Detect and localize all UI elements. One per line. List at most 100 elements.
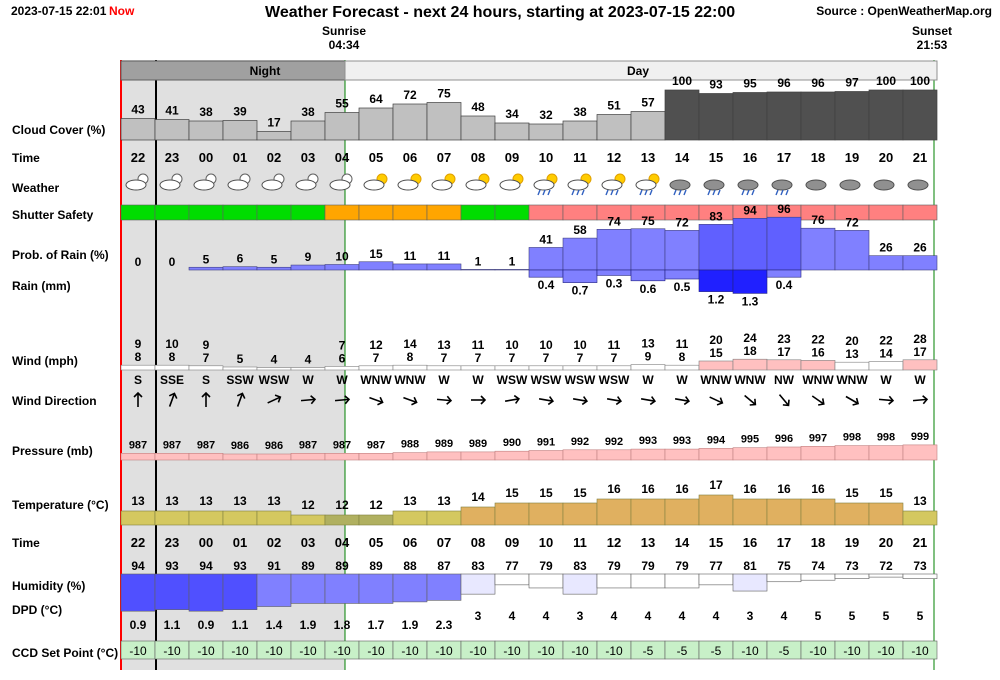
- arrow-shaft-shape: [606, 397, 622, 403]
- humidity-bar: [664, 573, 700, 589]
- arrow-shaft-shape: [912, 398, 928, 402]
- temperature-value: 12: [369, 498, 383, 512]
- time-label: 06: [403, 150, 417, 165]
- dpd-value: 5: [849, 609, 856, 623]
- temperature-value: 15: [539, 486, 553, 500]
- humidity-bar: [426, 573, 462, 601]
- shutter-cell: [528, 204, 564, 221]
- cloud-bar: [256, 131, 292, 141]
- light-rain-sun-icon: [533, 173, 558, 196]
- rain-drop-shape: [751, 189, 755, 196]
- ccd-value: -10: [367, 644, 385, 658]
- temperature-bar: [834, 502, 870, 526]
- cloud-bar: [766, 91, 802, 141]
- arrow-head-shape: [683, 396, 691, 406]
- light-rain-sun-icon: [601, 173, 626, 196]
- rain-cloud-icon: [669, 179, 691, 196]
- wind-bar: [902, 359, 938, 371]
- ccd-value: -10: [333, 644, 351, 658]
- temperature-bar: [664, 498, 700, 526]
- shutter-cell: [562, 204, 598, 221]
- row-label-shutter: Shutter Safety: [12, 208, 94, 222]
- pressure-value: 996: [775, 433, 793, 445]
- dpd-value: 1.8: [334, 618, 351, 632]
- wind-speed-value: 8: [679, 350, 686, 364]
- humidity-bar: [222, 573, 258, 610]
- rain-drop-shape: [741, 189, 745, 196]
- ccd-value: -10: [129, 644, 147, 658]
- wind-speed-value: 4: [271, 353, 278, 367]
- rain-drop-shape: [673, 189, 677, 196]
- arrow-head-shape: [888, 395, 895, 405]
- pressure-value: 989: [469, 438, 487, 450]
- humidity-value: 77: [709, 559, 723, 573]
- wind-arrow-icon: [403, 396, 418, 406]
- wind-speed-value: 18: [743, 344, 757, 358]
- rain-prob-bar: [290, 264, 326, 271]
- sunrise-label: Sunrise: [322, 24, 366, 38]
- temperature-bar: [630, 498, 666, 526]
- temperature-value: 13: [131, 494, 145, 508]
- rain-mm-value: 0.4: [776, 278, 793, 292]
- wind-dir-label: WSW: [599, 373, 630, 387]
- temperature-bar: [460, 506, 496, 526]
- wind-gust-value: 10: [539, 338, 553, 352]
- dpd-value: 5: [917, 609, 924, 623]
- cloud-shape: [805, 179, 827, 191]
- chart-title: Weather Forecast - next 24 hours, starti…: [265, 4, 736, 21]
- wind-arrow-icon: [606, 396, 623, 406]
- arrow-head-shape: [852, 397, 860, 406]
- cloud-value: 43: [131, 103, 145, 117]
- temperature-bar: [392, 510, 428, 526]
- cloud-bar: [188, 120, 224, 141]
- partly-cloudy-night-icon: [329, 173, 353, 191]
- rain-drop-shape: [746, 189, 750, 196]
- ccd-value: -10: [299, 644, 317, 658]
- shutter-cell: [256, 204, 292, 221]
- time-label-bottom: 17: [777, 535, 791, 550]
- wind-speed-value: 8: [135, 350, 142, 364]
- shutter-cell: [188, 204, 224, 221]
- rain-prob-bar: [426, 263, 462, 271]
- rain-mm-value: 0.5: [674, 280, 691, 294]
- wind-arrow-icon: [811, 395, 825, 406]
- wind-speed-value: 7: [509, 351, 516, 365]
- arrow-head-shape: [818, 398, 825, 406]
- dpd-value: 5: [815, 609, 822, 623]
- pressure-value: 992: [571, 436, 589, 448]
- cloud-shape: [771, 179, 793, 191]
- overcast-icon: [907, 179, 929, 191]
- ccd-value: -5: [711, 644, 722, 658]
- pressure-bar: [868, 445, 904, 461]
- humidity-bar: [324, 573, 360, 604]
- time-label: 16: [743, 150, 757, 165]
- arrow-head-shape: [649, 396, 657, 406]
- cloud-bar: [392, 103, 428, 141]
- cloud-bar: [290, 120, 326, 141]
- rain-cloud-icon: [737, 179, 759, 196]
- time-label: 12: [607, 150, 621, 165]
- pressure-bar: [460, 451, 496, 461]
- time-label: 23: [165, 150, 179, 165]
- wind-gust-value: 22: [879, 334, 893, 348]
- time-label: 20: [879, 150, 893, 165]
- wind-bar: [358, 365, 394, 371]
- wind-arrow-icon: [236, 392, 246, 407]
- wind-dir-label: S: [134, 373, 142, 387]
- humidity-bar: [528, 573, 564, 589]
- partly-cloudy-day-icon: [431, 173, 456, 191]
- ccd-value: -10: [265, 644, 283, 658]
- rain-prob-value: 41: [539, 232, 553, 246]
- time-label-bottom: 00: [199, 535, 213, 550]
- cloud-bar: [494, 122, 530, 141]
- cloud-shape: [567, 179, 589, 191]
- arrow-head-shape: [411, 396, 418, 406]
- rain-mm-bar: [664, 269, 700, 280]
- wind-bar: [562, 365, 598, 371]
- wind-speed-value: 7: [475, 351, 482, 365]
- cloud-shape: [329, 179, 351, 191]
- cloud-shape: [465, 179, 487, 191]
- shutter-cell: [902, 204, 938, 221]
- humidity-bar: [902, 573, 938, 579]
- arrow-head-shape: [133, 391, 143, 398]
